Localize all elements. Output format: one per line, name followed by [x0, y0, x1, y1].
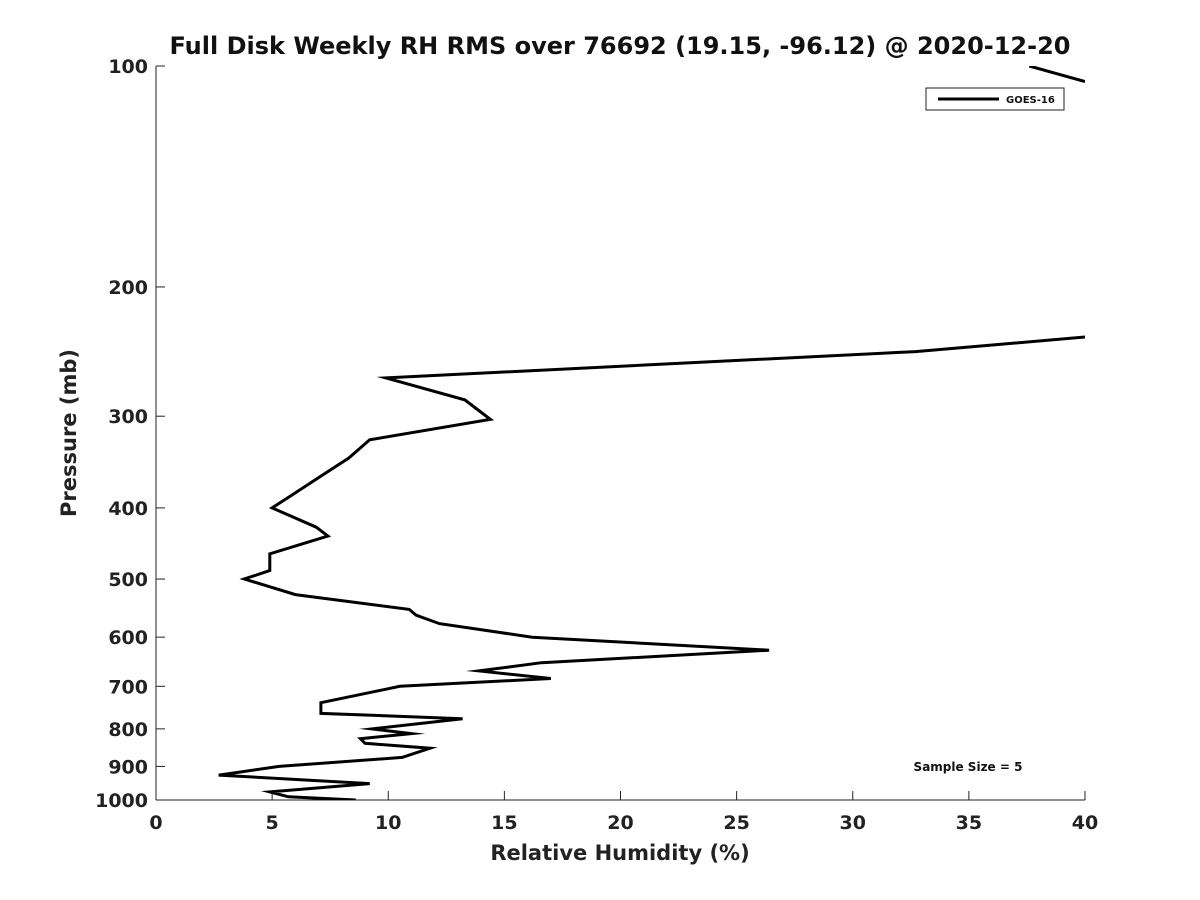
x-tick-label: 10 [375, 812, 401, 834]
y-tick-label: 900 [108, 756, 148, 778]
y-tick-label: 200 [108, 277, 148, 299]
y-tick-label: 300 [108, 406, 148, 428]
series-layer [218, 66, 1085, 800]
x-tick-label: 25 [723, 812, 749, 834]
y-tick-label: 500 [108, 569, 148, 591]
y-tick-label: 400 [108, 498, 148, 520]
legend-label-goes-16: GOES-16 [1006, 95, 1055, 106]
x-tick-label: 5 [266, 812, 279, 834]
y-axis-label: Pressure (mb) [57, 349, 81, 517]
sample-size-annotation: Sample Size = 5 [914, 760, 1023, 774]
x-tick-label: 15 [491, 812, 517, 834]
x-tick-label: 40 [1072, 812, 1098, 834]
series-line-goes-16 [218, 335, 1085, 800]
y-tick-label: 100 [108, 56, 148, 78]
x-axis-label: Relative Humidity (%) [490, 841, 749, 865]
y-ticks: 100 200 300 400 500 600 700 800 900 1000 [95, 56, 165, 812]
x-tick-label: 35 [956, 812, 982, 834]
y-tick-label: 1000 [95, 790, 148, 812]
y-tick-label: 800 [108, 719, 148, 741]
x-tick-label: 20 [607, 812, 633, 834]
legend: GOES-16 [925, 87, 1065, 111]
x-ticks: 0 5 10 15 20 25 30 35 40 [149, 791, 1098, 834]
y-tick-label: 700 [108, 676, 148, 698]
series-line-segment-1 [1028, 66, 1085, 84]
x-tick-label: 0 [149, 812, 162, 834]
chart-title: Full Disk Weekly RH RMS over 76692 (19.1… [169, 32, 1070, 60]
y-tick-label: 600 [108, 627, 148, 649]
x-tick-label: 30 [840, 812, 866, 834]
